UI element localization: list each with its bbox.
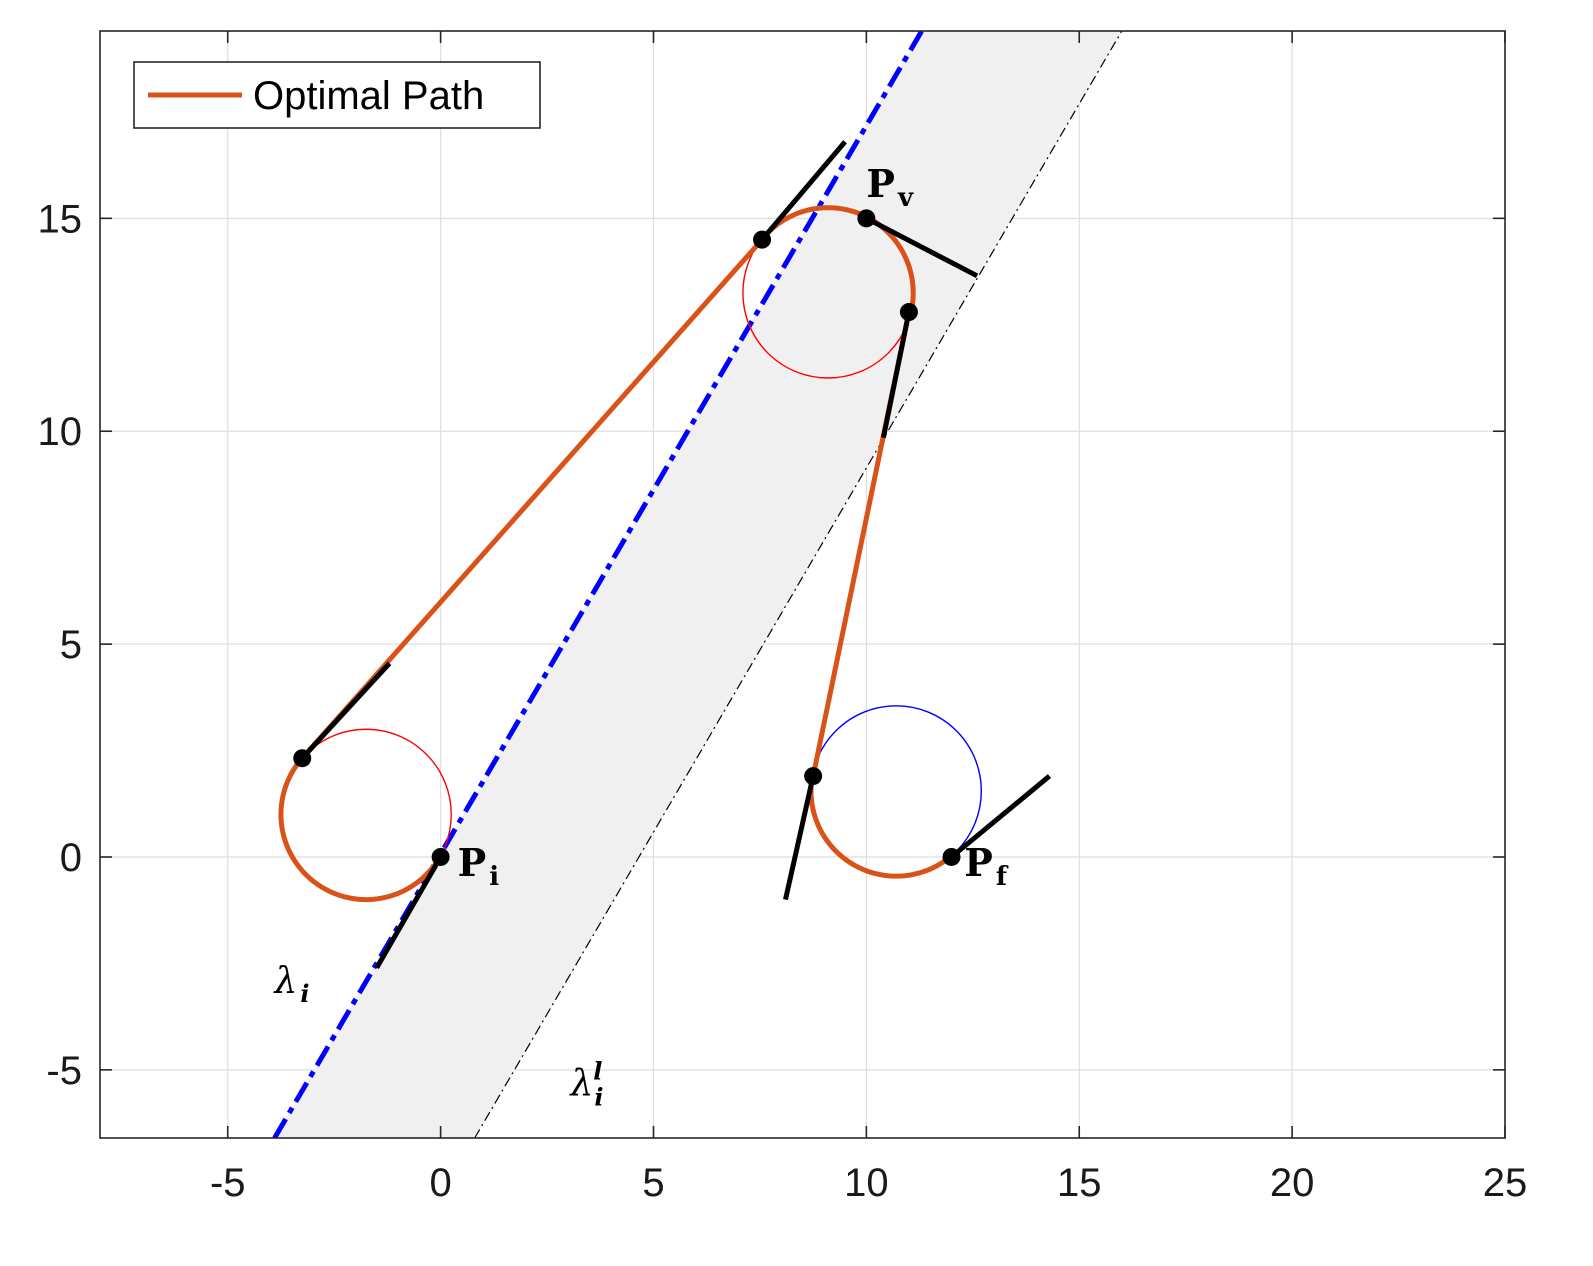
heading-segments xyxy=(300,140,1052,969)
y-tick-label: 0 xyxy=(60,836,82,880)
heading-segment xyxy=(949,774,1052,859)
heading-segment xyxy=(783,775,816,901)
axes xyxy=(99,30,1506,1139)
heading-segment xyxy=(760,140,847,242)
y-tick-label: -5 xyxy=(46,1049,82,1093)
lambda-i-l-line xyxy=(474,31,1123,1138)
heading-segment xyxy=(374,855,443,969)
waypoint-marker xyxy=(293,749,312,768)
x-tick-label: 10 xyxy=(844,1161,889,1205)
legend: Optimal Path xyxy=(133,61,541,129)
region-band xyxy=(274,31,1122,1138)
x-tick-label: 5 xyxy=(642,1161,664,1205)
x-tick-label: 20 xyxy=(1270,1161,1315,1205)
path-arc-segment xyxy=(808,773,954,879)
x-tick-label: 25 xyxy=(1483,1161,1528,1205)
heading-segment xyxy=(880,311,912,439)
waypoint-marker xyxy=(753,230,772,249)
x-tick-label: 15 xyxy=(1057,1161,1102,1205)
grid xyxy=(100,31,1506,1138)
x-tick-label: -5 xyxy=(210,1161,246,1205)
y-tick-label: 10 xyxy=(38,410,83,454)
x-tick-label: 0 xyxy=(429,1161,451,1205)
waypoints xyxy=(293,209,961,866)
waypoint-marker xyxy=(942,847,961,866)
lambda-i-l-label: λl i xyxy=(568,1056,603,1111)
legend-label: Optimal Path xyxy=(253,74,484,118)
waypoint-marker xyxy=(431,847,450,866)
y-tick-label: 15 xyxy=(38,197,83,241)
heading-segment xyxy=(865,216,979,279)
path-arc-segment xyxy=(278,755,443,903)
band-fill xyxy=(274,31,1122,1138)
waypoint-marker xyxy=(857,209,876,228)
waypoint-marker xyxy=(804,767,823,786)
y-tick-label: 5 xyxy=(60,623,82,667)
tick-labels: -5 0 5 10 15 20 25 -5 0 5 10 15 xyxy=(38,197,1528,1205)
axes-box xyxy=(99,30,1506,1139)
heading-segment xyxy=(300,661,392,760)
waypoint-marker xyxy=(899,303,918,322)
